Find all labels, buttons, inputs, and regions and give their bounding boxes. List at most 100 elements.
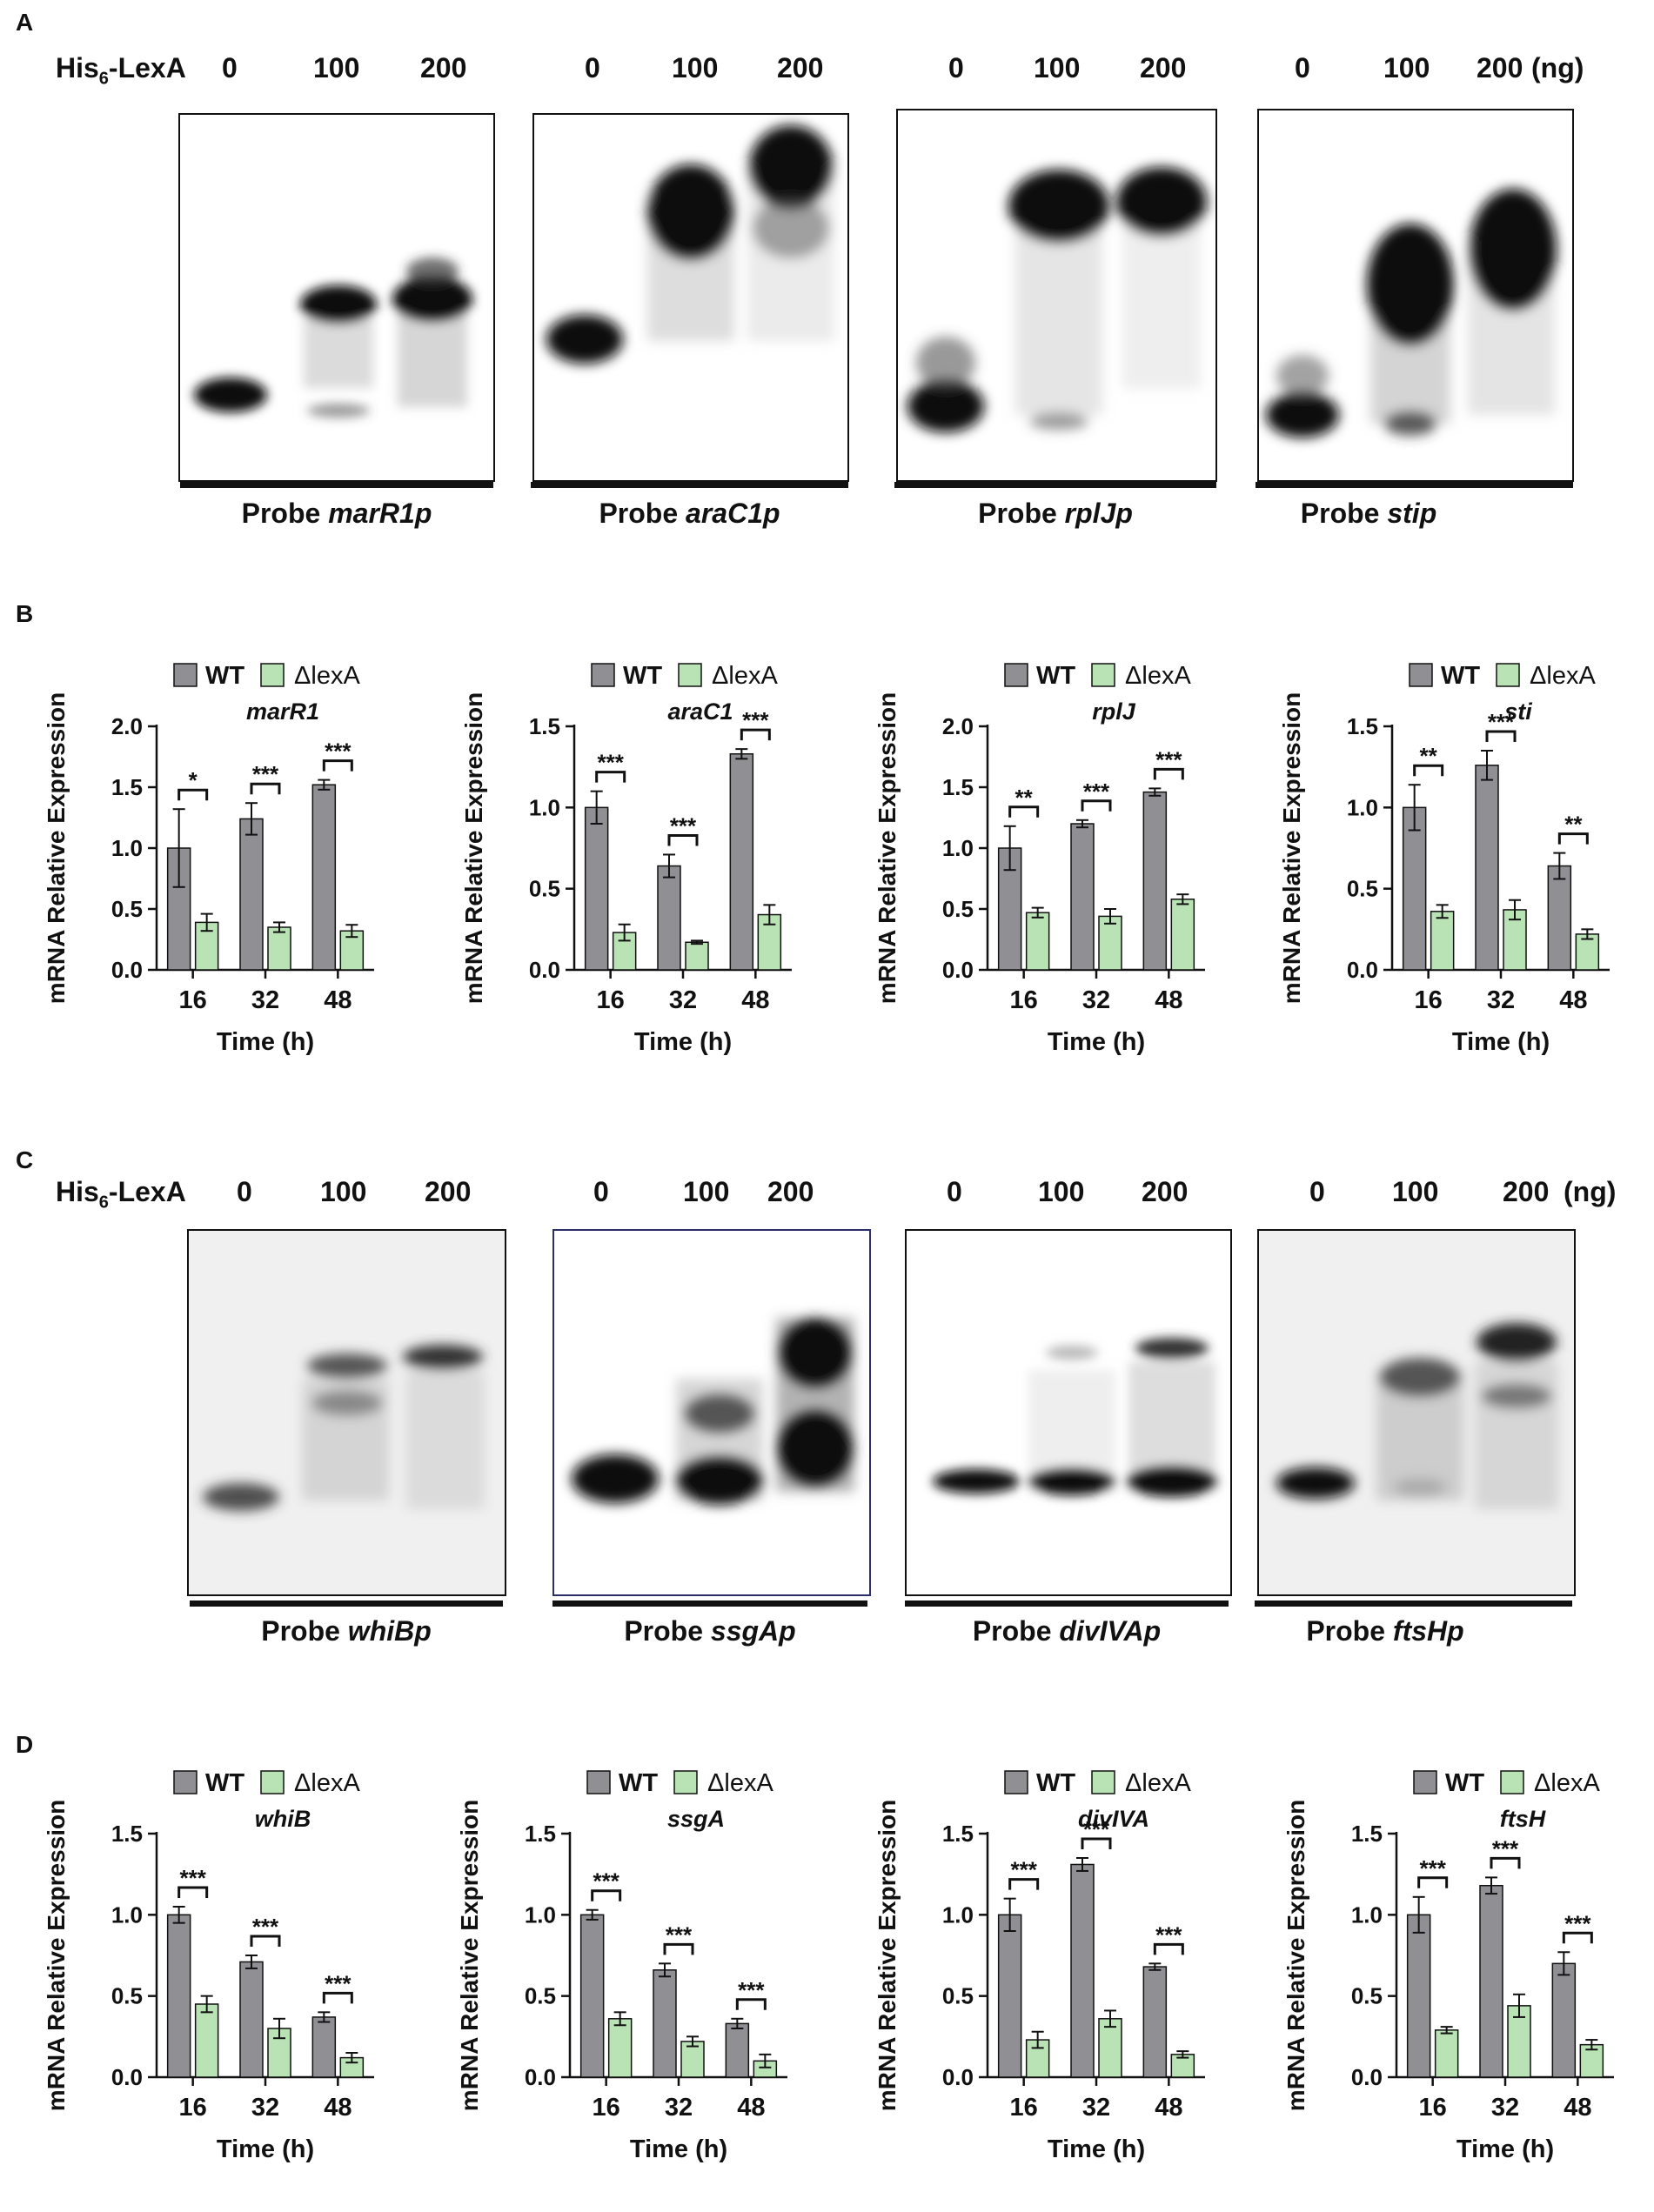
probe-prefix: Probe (599, 498, 686, 529)
significance-label: ** (1015, 785, 1034, 811)
significance-bracket (1008, 805, 1040, 818)
bar-wt (1547, 865, 1572, 971)
significance-bracket (1081, 799, 1112, 812)
y-tick-label: 1.0 (942, 1901, 974, 1928)
y-axis-label: mRNA Relative Expression (874, 1800, 901, 2111)
y-tick-label: 1.0 (529, 794, 560, 820)
probe-name: marR1p (328, 498, 432, 529)
bar-wt (1475, 765, 1499, 971)
legend-swatch-wt (1409, 663, 1433, 687)
significance-label: *** (1488, 709, 1515, 735)
significance-label: *** (1419, 1855, 1446, 1881)
x-tick-label: 32 (669, 986, 697, 1014)
dose-label: 100 (683, 1176, 730, 1207)
probe-label: Probe stip (1256, 498, 1482, 530)
y-tick-label: 0.0 (1347, 957, 1378, 983)
x-tick-label: 32 (251, 986, 279, 1014)
dose-label: 100 (313, 52, 360, 84)
x-tick-label: 16 (179, 986, 207, 1014)
protein-name: His (56, 1176, 99, 1207)
x-tick-label: 16 (597, 986, 625, 1014)
dose-label: 200 (1477, 52, 1523, 84)
bar-wt (997, 1914, 1022, 2078)
legend-swatch-lexa (1496, 663, 1520, 687)
x-tick-label: 48 (324, 2094, 352, 2122)
significance-bracket (735, 1998, 767, 2010)
y-axis-label: mRNA Relative Expression (1282, 1800, 1309, 2111)
y-tick-label: 1.0 (111, 835, 143, 861)
probe-label: Probe rplJp (894, 498, 1216, 530)
dose-label: 0 (585, 52, 600, 84)
significance-label: ** (1564, 812, 1583, 838)
legend: WT ΔlexA (1413, 1769, 1600, 1797)
significance-label: *** (1010, 1857, 1037, 1883)
probe-underline (1255, 1601, 1572, 1607)
legend-label-lexa: ΔlexA (707, 1769, 773, 1797)
significance-bracket (1081, 1837, 1112, 1849)
y-tick-label: 1.0 (1351, 1901, 1383, 1928)
dose-label: 200 (425, 1176, 472, 1207)
gel-image-stip (1257, 109, 1574, 482)
significance-label: *** (1155, 1921, 1182, 1948)
significance-label: ** (1420, 743, 1438, 769)
legend-swatch-wt (1004, 663, 1028, 687)
panel-label-d: D (16, 1731, 34, 1758)
y-tick-label: 1.5 (1351, 1821, 1383, 1847)
bar-wt (653, 1969, 677, 2078)
significance-bracket (667, 833, 699, 846)
significance-bracket (177, 1886, 209, 1898)
legend-swatch-lexa (1091, 663, 1115, 687)
bar-wt (729, 752, 754, 971)
bar-lexa (680, 2041, 705, 2078)
bar-chart: WT ΔlexA araC1 0.0 0.5 1.0 1.5 mRNA Relative Ex… (452, 648, 818, 1105)
chart-svg: WT ΔlexA ftsH 0.0 0.5 1.0 1.5 mRNA Relative Exp… (1282, 1769, 1614, 2163)
legend-label-wt: WT (1036, 1769, 1075, 1797)
y-tick-label: 0.5 (942, 1983, 974, 2009)
y-tick-label: 1.0 (942, 835, 974, 861)
significance-bracket (1008, 1878, 1040, 1890)
y-tick-label: 0.0 (525, 2064, 556, 2090)
gel-image-ftsHp (1257, 1229, 1576, 1596)
probe-name: araC1p (686, 498, 780, 529)
probe-label: Probe ftsHp (1255, 1615, 1516, 1647)
bar-wt (1142, 1966, 1168, 2078)
legend: WT ΔlexA (173, 662, 360, 690)
x-axis-label: Time (h) (634, 1028, 732, 1056)
probe-name: divIVAp (1059, 1615, 1162, 1647)
dose-unit-a: (ng) (1531, 52, 1584, 84)
bar-wt (311, 784, 337, 971)
significance-bracket (1153, 767, 1184, 780)
x-tick-label: 16 (179, 2094, 207, 2122)
legend-swatch-wt (586, 1770, 611, 1794)
significance-bracket (595, 771, 626, 783)
x-tick-label: 16 (1010, 2094, 1038, 2122)
significance-label: *** (179, 1865, 206, 1891)
significance-label: *** (325, 738, 352, 765)
chart-svg: WT ΔlexA whiB 0.0 0.5 1.0 1.5 mRNA Relative Exp… (43, 1769, 374, 2163)
significance-bracket (1485, 730, 1517, 742)
y-tick-label: 0.5 (525, 1983, 556, 2009)
dose-label: 100 (1383, 52, 1430, 84)
y-tick-label: 1.5 (942, 1821, 974, 1847)
bar-chart: WT ΔlexA whiB 0.0 0.5 1.0 1.5 mRNA Relative Exp… (35, 1755, 400, 2212)
chart-svg: WT ΔlexA ssgA 0.0 0.5 1.0 1.5 mRNA Relative Exp… (456, 1769, 787, 2163)
y-tick-label: 1.5 (111, 774, 143, 800)
legend-label-lexa: ΔlexA (1530, 662, 1596, 690)
chart-title: araC1 (667, 698, 733, 725)
bar-chart: WT ΔlexA rplJ 0.0 0.5 1.0 1.5 2.0 mRNA Relative … (866, 648, 1231, 1105)
probe-prefix: Probe (1300, 498, 1388, 529)
y-tick-label: 0.5 (1347, 876, 1378, 902)
bar-wt (1551, 1962, 1577, 2078)
legend-label-lexa: ΔlexA (712, 662, 778, 690)
significance-label: *** (597, 750, 624, 776)
probe-underline (531, 482, 848, 488)
panel-label-c: C (16, 1146, 34, 1173)
probe-label: Probe ssgAp (552, 1615, 867, 1647)
legend-swatch-lexa (673, 1770, 698, 1794)
probe-label: Probe whiBp (190, 1615, 503, 1647)
y-tick-label: 1.0 (1347, 794, 1378, 820)
bar-lexa (267, 926, 291, 971)
dose-label: 100 (1038, 1176, 1085, 1207)
x-tick-label: 16 (1010, 986, 1038, 1014)
y-tick-label: 0.5 (111, 896, 143, 922)
